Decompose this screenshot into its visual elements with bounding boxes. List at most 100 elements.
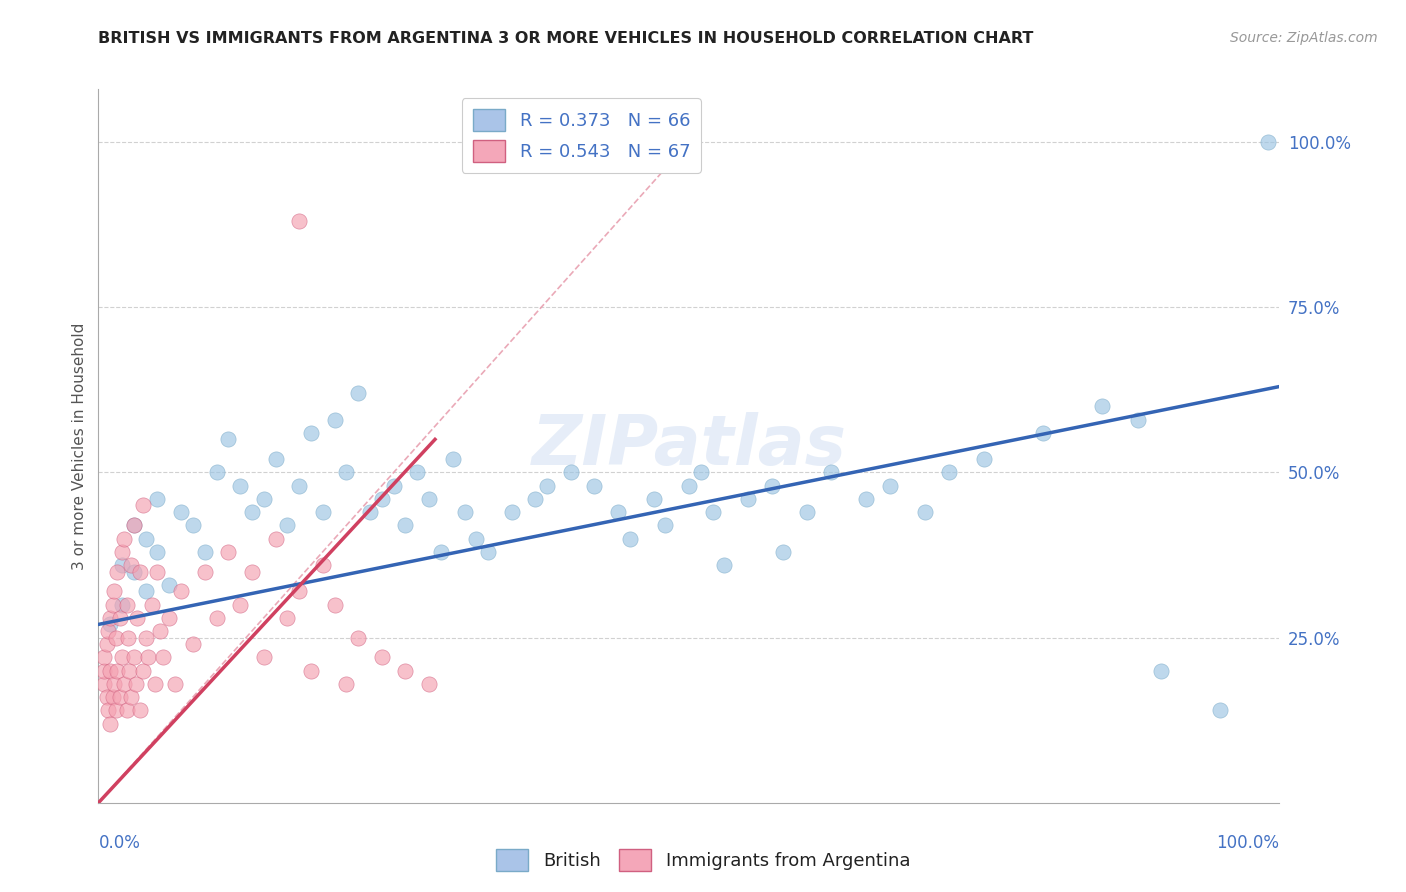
Point [761, 478, 783, 492]
Point [181, 518, 204, 533]
Point [170, 584, 193, 599]
Point [702, 505, 724, 519]
Point [108, 611, 131, 625]
Point [136, 650, 159, 665]
Point [105, 703, 128, 717]
Point [465, 532, 488, 546]
Point [347, 386, 370, 401]
Point [371, 650, 394, 665]
Point [157, 611, 180, 625]
Point [253, 491, 276, 506]
Point [98, 617, 121, 632]
Point [689, 466, 711, 480]
Point [678, 478, 700, 492]
Point [335, 677, 357, 691]
Point [111, 650, 134, 665]
Point [108, 690, 131, 704]
Point [141, 598, 163, 612]
Point [359, 505, 381, 519]
Point [205, 466, 228, 480]
Point [441, 452, 464, 467]
Point [101, 690, 124, 704]
Point [654, 518, 676, 533]
Point [583, 478, 606, 492]
Point [477, 545, 499, 559]
Point [146, 491, 169, 506]
Point [135, 631, 157, 645]
Point [128, 565, 150, 579]
Text: ZIPatlas: ZIPatlas [531, 412, 846, 480]
Point [240, 505, 263, 519]
Point [112, 677, 135, 691]
Point [101, 598, 124, 612]
Point [128, 703, 150, 717]
Point [406, 466, 429, 480]
Point [93, 677, 115, 691]
Point [1091, 400, 1114, 414]
Text: 100.0%: 100.0% [1216, 834, 1279, 852]
Point [122, 565, 145, 579]
Point [165, 677, 187, 691]
Point [97, 703, 120, 717]
Point [772, 545, 794, 559]
Point [938, 466, 960, 480]
Point [288, 584, 311, 599]
Point [217, 433, 239, 447]
Point [536, 478, 558, 492]
Point [217, 545, 239, 559]
Point [93, 664, 115, 678]
Legend: British, Immigrants from Argentina: British, Immigrants from Argentina [489, 842, 917, 879]
Point [1126, 412, 1149, 426]
Point [382, 478, 405, 492]
Point [560, 466, 582, 480]
Point [288, 214, 311, 228]
Point [264, 452, 287, 467]
Point [194, 565, 217, 579]
Point [181, 637, 204, 651]
Point [524, 491, 547, 506]
Point [105, 565, 128, 579]
Point [115, 703, 138, 717]
Point [194, 545, 217, 559]
Y-axis label: 3 or more Vehicles in Household: 3 or more Vehicles in Household [72, 322, 87, 570]
Point [335, 466, 357, 480]
Point [93, 650, 115, 665]
Point [98, 716, 121, 731]
Point [394, 518, 416, 533]
Point [607, 505, 630, 519]
Point [103, 677, 125, 691]
Point [143, 677, 166, 691]
Point [122, 518, 145, 533]
Point [118, 664, 141, 678]
Point [170, 505, 193, 519]
Point [157, 578, 180, 592]
Point [98, 664, 121, 678]
Point [276, 611, 298, 625]
Point [122, 650, 145, 665]
Point [323, 598, 346, 612]
Point [229, 478, 252, 492]
Point [98, 611, 121, 625]
Point [121, 690, 143, 704]
Point [96, 690, 118, 704]
Point [713, 558, 735, 572]
Point [111, 545, 134, 559]
Point [418, 491, 440, 506]
Text: Source: ZipAtlas.com: Source: ZipAtlas.com [1230, 31, 1378, 45]
Point [796, 505, 818, 519]
Text: BRITISH VS IMMIGRANTS FROM ARGENTINA 3 OR MORE VEHICLES IN HOUSEHOLD CORRELATION: BRITISH VS IMMIGRANTS FROM ARGENTINA 3 O… [98, 31, 1033, 46]
Point [453, 505, 475, 519]
Point [125, 677, 148, 691]
Point [371, 491, 394, 506]
Point [973, 452, 995, 467]
Point [276, 518, 298, 533]
Point [253, 650, 276, 665]
Legend: R = 0.373   N = 66, R = 0.543   N = 67: R = 0.373 N = 66, R = 0.543 N = 67 [461, 98, 702, 173]
Point [1150, 664, 1173, 678]
Point [501, 505, 523, 519]
Point [152, 650, 174, 665]
Point [879, 478, 901, 492]
Point [111, 558, 134, 572]
Point [855, 491, 877, 506]
Point [111, 598, 134, 612]
